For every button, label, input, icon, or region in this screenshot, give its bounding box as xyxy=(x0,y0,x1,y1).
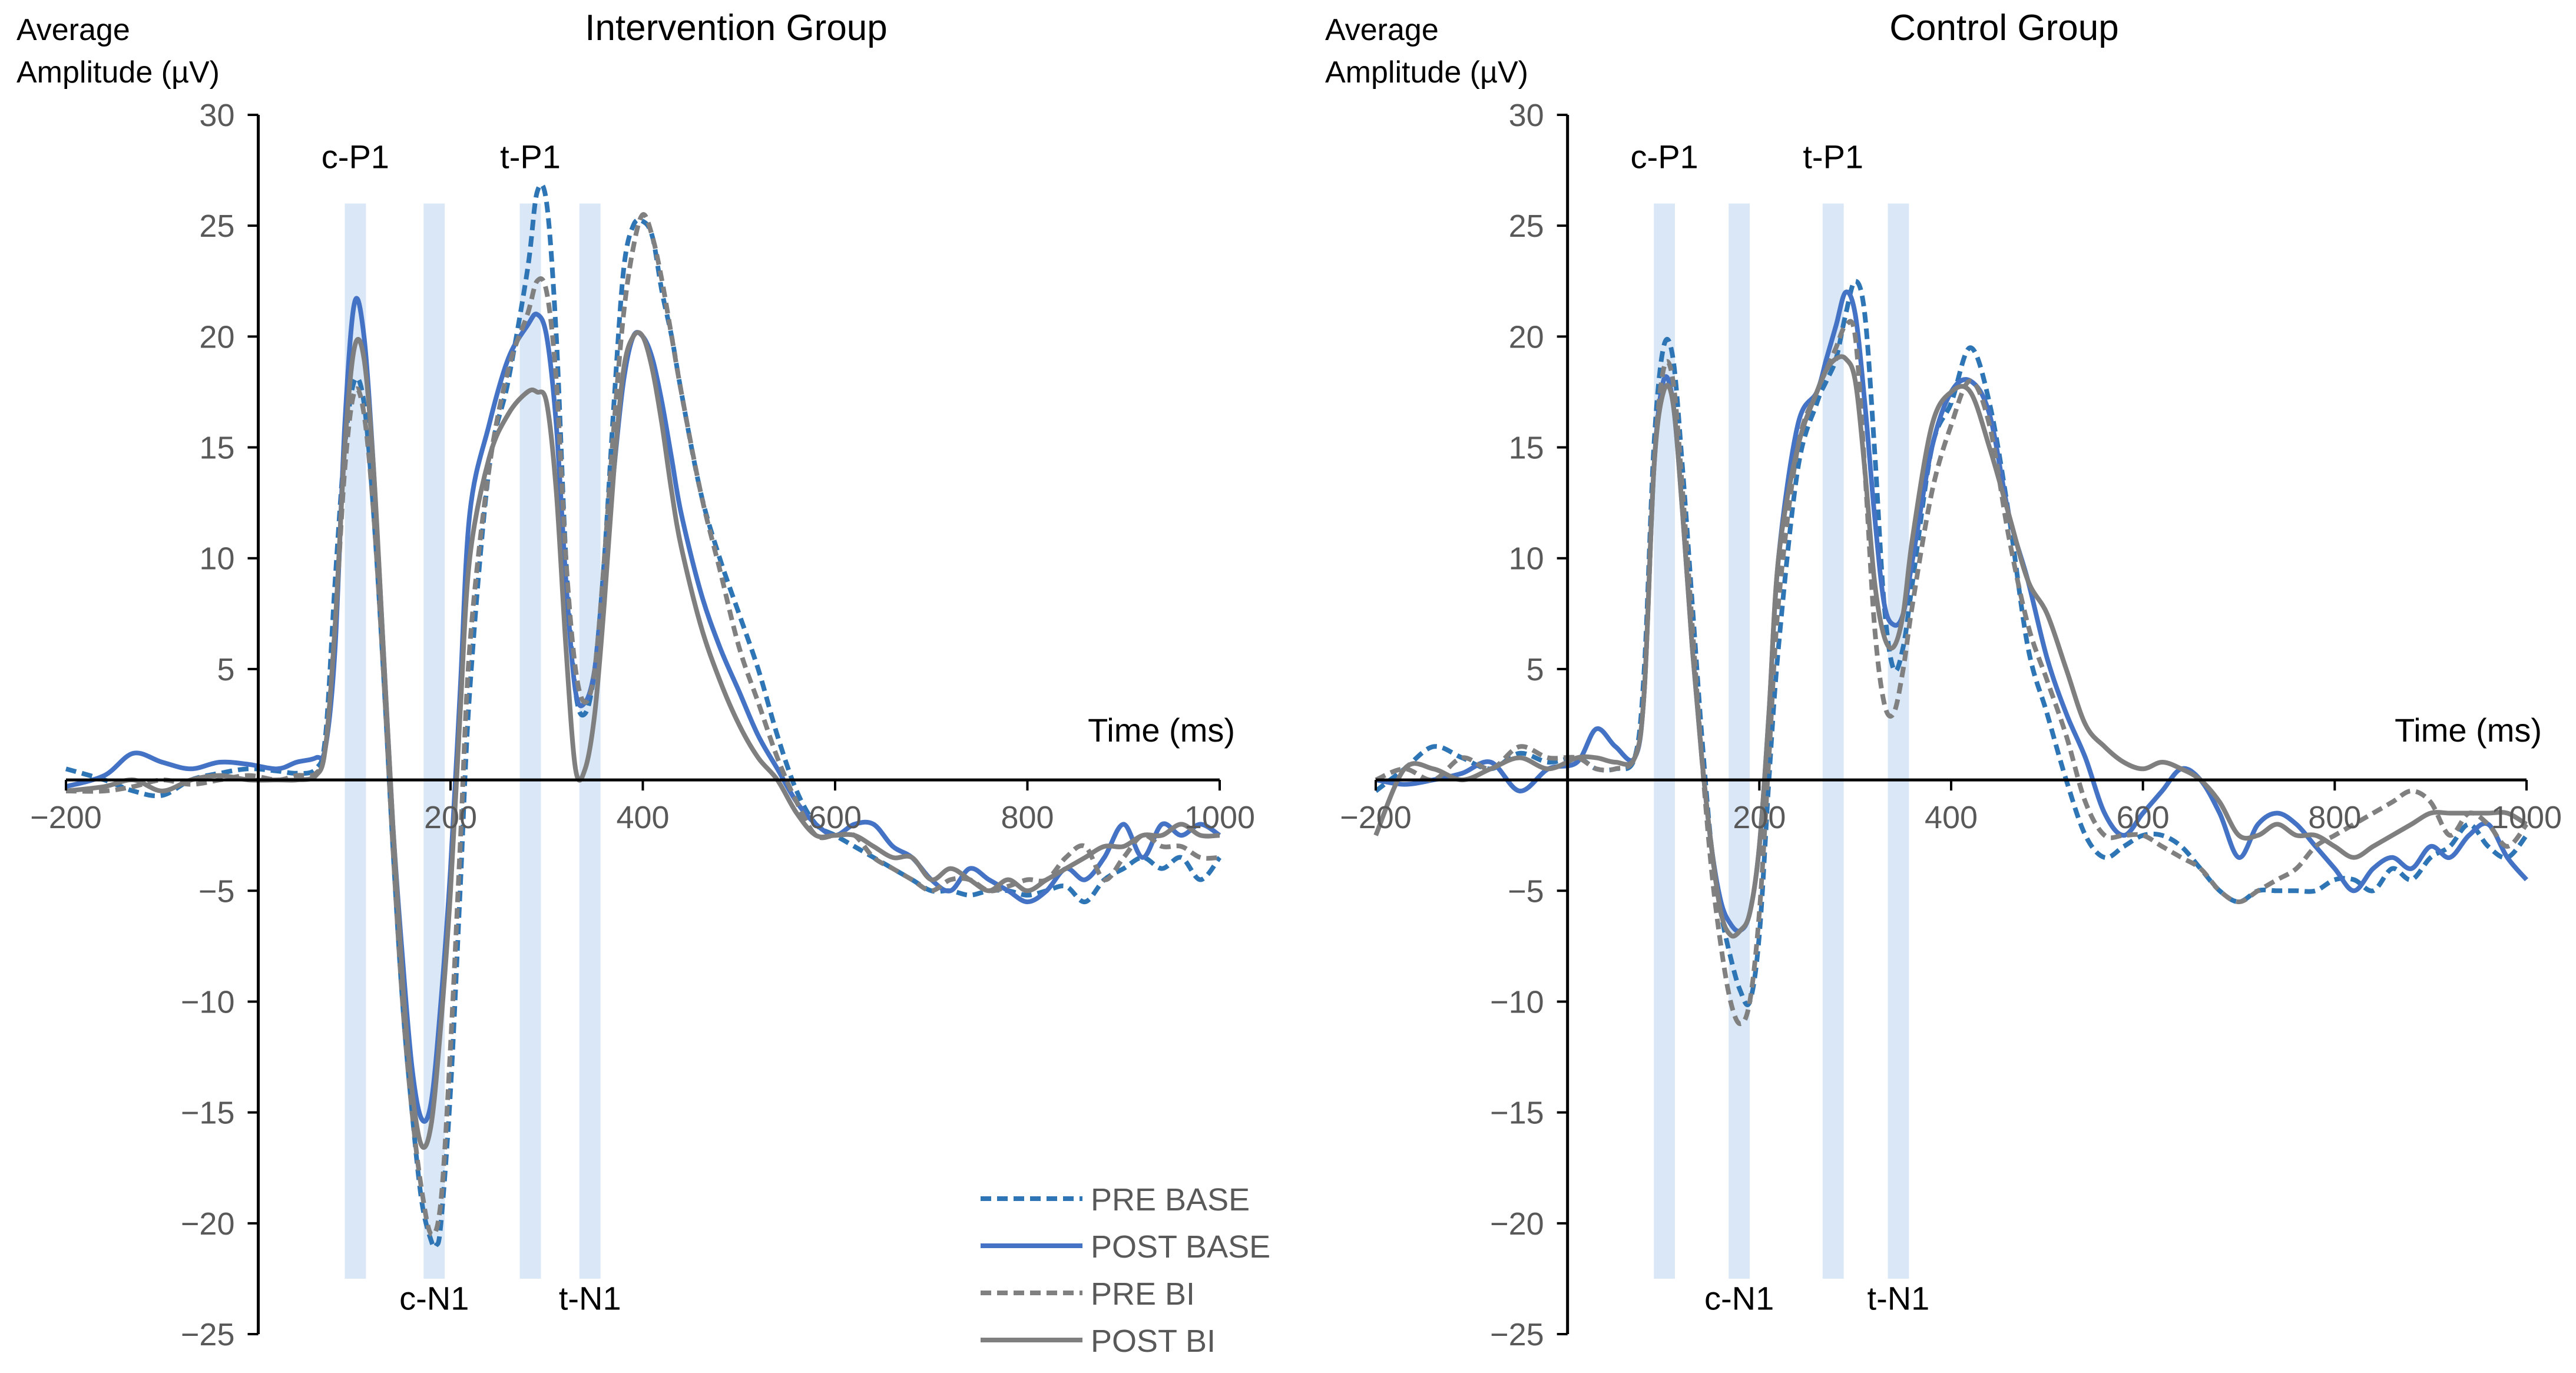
y-tick-label: −10 xyxy=(181,984,235,1020)
band-label: c-N1 xyxy=(1704,1280,1774,1317)
y-tick-label: 20 xyxy=(199,319,234,355)
series-line xyxy=(65,296,1221,1124)
y-tick-label: 5 xyxy=(1527,652,1544,687)
y-tick-label: 30 xyxy=(1509,98,1544,133)
x-axis-label: Time (ms) xyxy=(2395,712,2542,749)
x-tick-label: 400 xyxy=(1925,800,1978,835)
series-line xyxy=(65,182,1222,1250)
band-label: c-P1 xyxy=(322,138,389,175)
x-tick-label: 200 xyxy=(424,800,477,835)
y-axis-label: Average xyxy=(16,13,130,47)
component-window-band xyxy=(1888,203,1909,1279)
x-tick-label: 600 xyxy=(2117,800,2170,835)
legend-label: PRE BASE xyxy=(1091,1182,1250,1217)
band-label: t-N1 xyxy=(1868,1280,1930,1317)
series-line xyxy=(65,212,1220,1238)
x-tick-label: 800 xyxy=(2308,800,2361,835)
component-window-band xyxy=(519,203,541,1279)
y-tick-label: 25 xyxy=(199,209,234,244)
y-tick-label: −5 xyxy=(198,874,235,909)
x-tick-label: 1000 xyxy=(1184,800,1255,835)
x-tick-label: −200 xyxy=(30,800,102,835)
y-tick-label: −25 xyxy=(1490,1317,1544,1352)
y-tick-label: −5 xyxy=(1508,874,1544,909)
series-line xyxy=(1375,319,2529,1027)
y-tick-label: 15 xyxy=(1509,431,1544,466)
component-window-band xyxy=(1729,203,1750,1279)
x-tick-label: 1000 xyxy=(2491,800,2562,835)
y-tick-label: −15 xyxy=(181,1096,235,1131)
y-axis-label: Amplitude (µV) xyxy=(1325,55,1528,90)
y-tick-label: 10 xyxy=(199,541,234,577)
y-tick-label: −20 xyxy=(181,1206,235,1242)
x-tick-label: 400 xyxy=(616,800,669,835)
chart-title: Control Group xyxy=(1889,8,2118,48)
band-label: t-N1 xyxy=(559,1280,621,1317)
legend-label: PRE BI xyxy=(1091,1276,1195,1312)
y-tick-label: 20 xyxy=(1509,319,1544,355)
x-tick-label: 800 xyxy=(1001,800,1054,835)
series-line xyxy=(65,330,1220,1150)
y-tick-label: 30 xyxy=(199,98,234,133)
y-tick-label: 25 xyxy=(1509,209,1544,244)
y-tick-label: −15 xyxy=(1490,1096,1544,1131)
legend-label: POST BASE xyxy=(1091,1229,1270,1265)
band-label: c-N1 xyxy=(399,1280,469,1317)
legend-label: POST BI xyxy=(1091,1324,1216,1359)
y-tick-label: −20 xyxy=(1490,1206,1544,1242)
chart-panel-control: c-P1 c-N1 t-P1 t-N1 −25 −20 −15 −10 −5 5 10 15 20 25 3… xyxy=(1325,8,2562,1352)
band-label: t-P1 xyxy=(500,138,561,175)
y-axis-label: Average xyxy=(1325,13,1439,47)
y-tick-label: 15 xyxy=(199,431,234,466)
x-tick-label: 600 xyxy=(809,800,862,835)
chart-title: Intervention Group xyxy=(585,8,888,48)
legend: PRE BASE POST BASE PRE BI POST BI xyxy=(981,1182,1270,1359)
x-tick-label: −200 xyxy=(1340,800,1412,835)
band-label: t-P1 xyxy=(1803,138,1863,175)
series-line xyxy=(1373,354,2528,939)
x-tick-label: 200 xyxy=(1733,800,1786,835)
y-tick-label: −10 xyxy=(1490,984,1544,1020)
y-tick-label: 10 xyxy=(1509,541,1544,577)
chart-panel-intervention: c-P1 c-N1 t-P1 t-N1 −25 −20 −15 −10 −5 5 10 15 20 25 3… xyxy=(16,8,1270,1359)
y-tick-label: −25 xyxy=(181,1317,235,1352)
y-axis-label: Amplitude (µV) xyxy=(16,55,220,90)
y-tick-label: 5 xyxy=(217,652,234,687)
band-label: c-P1 xyxy=(1631,138,1698,175)
x-axis-label: Time (ms) xyxy=(1088,712,1235,749)
